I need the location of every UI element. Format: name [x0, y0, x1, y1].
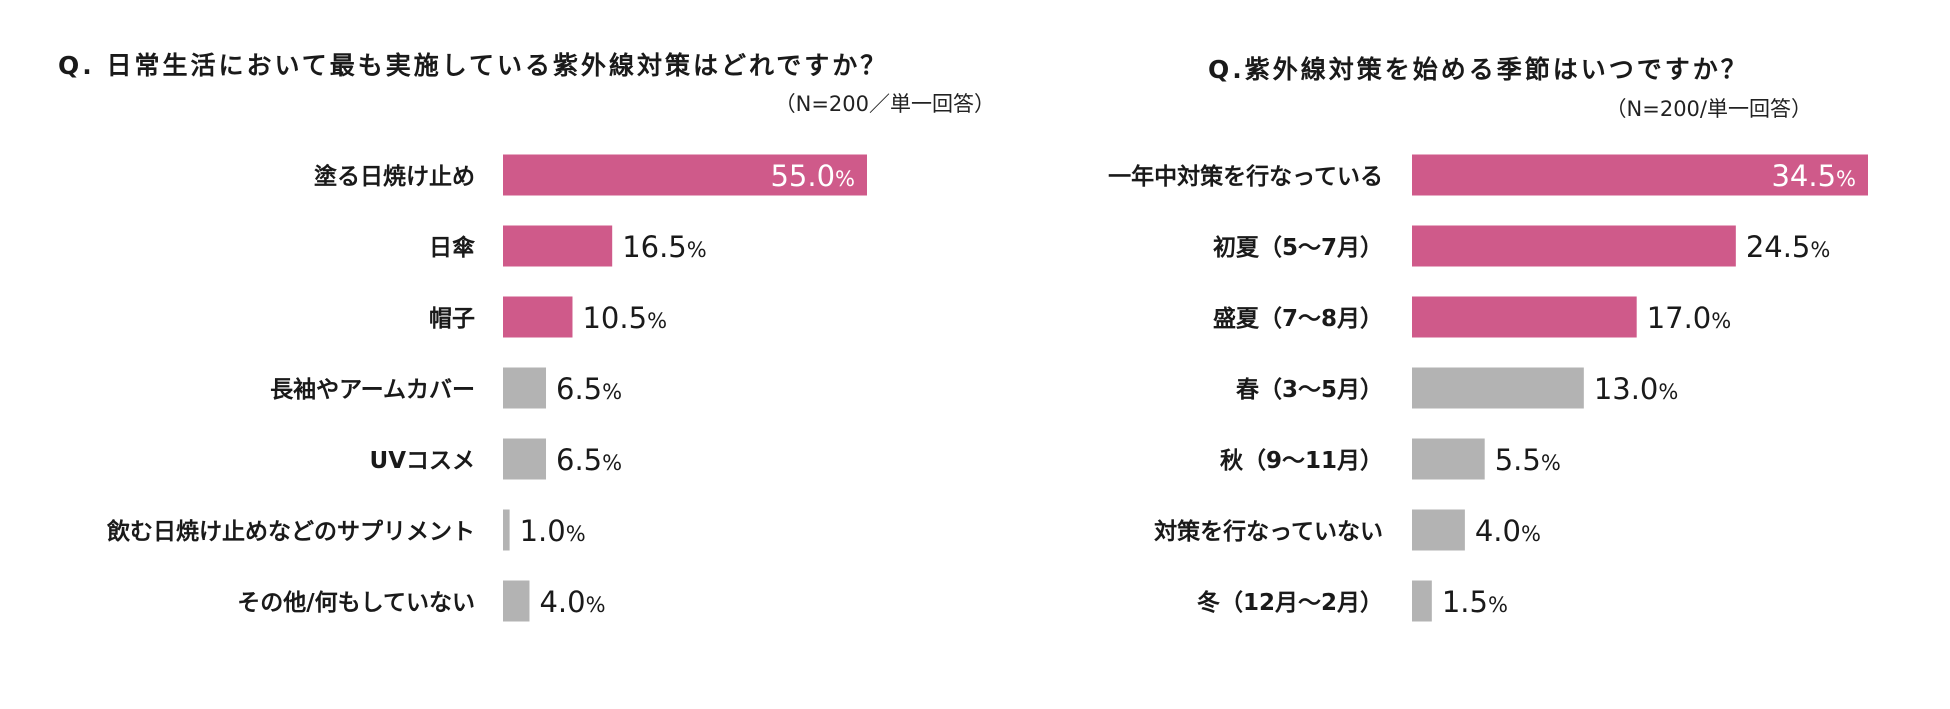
bar [1412, 225, 1736, 267]
data-label-unit: % [566, 522, 586, 546]
data-label-value: 13.0 [1594, 372, 1659, 406]
bar [503, 438, 547, 480]
category-label: 塗る日焼け止め [314, 163, 475, 190]
chart-title: Q.紫外線対策を始める季節はいつですか？ [1208, 55, 1749, 84]
bar [503, 580, 530, 622]
bar-chart-svg: 一年中対策を行なっている 34.5% 初夏（5～7月） 24.5% 盛夏（7～8月） 17… [1108, 154, 1868, 622]
data-label: 17.0% [1647, 301, 1732, 335]
category-label: 春（3～5月） [1235, 376, 1383, 403]
data-label: 4.0% [1475, 514, 1541, 548]
data-label-unit: % [586, 593, 606, 617]
data-label-value: 55.0 [770, 159, 835, 193]
data-label-value: 34.5 [1771, 159, 1836, 193]
bar [1412, 296, 1637, 338]
data-label-value: 6.5 [556, 443, 602, 477]
chart-uv-season: Q.紫外線対策を始める季節はいつですか？ （N=200/単一回答） 一年中対策を… [1010, 0, 1950, 709]
category-label: 一年中対策を行なっている [1108, 163, 1383, 190]
category-label: 長袖やアームカバー [270, 376, 475, 403]
bar [1412, 154, 1868, 196]
data-label-value: 4.0 [1475, 514, 1521, 548]
data-label: 6.5% [556, 372, 622, 406]
data-label: 24.5% [1746, 230, 1831, 264]
data-label-value: 24.5 [1746, 230, 1811, 264]
data-label: 10.5% [582, 301, 667, 335]
data-label: 16.5% [622, 230, 707, 264]
data-label-value: 10.5 [582, 301, 647, 335]
data-label: 4.0% [539, 585, 605, 619]
category-label: 対策を行なっていない [1154, 518, 1383, 545]
category-label: 初夏（5～7月） [1213, 234, 1383, 261]
category-label: 飲む日焼け止めなどのサプリメント [106, 518, 475, 545]
category-label: 日傘 [429, 235, 476, 261]
category-label: その他/何もしていない [237, 590, 475, 616]
bar [503, 154, 867, 196]
data-label-unit: % [647, 309, 667, 333]
data-label-value: 4.0 [539, 585, 585, 619]
chart-subtitle: （N=200／単一回答） [774, 92, 995, 116]
data-label: 1.5% [1442, 585, 1508, 619]
bar [503, 296, 573, 338]
data-label: 55.0% [770, 159, 855, 193]
data-label-unit: % [1836, 167, 1856, 191]
bar [1412, 438, 1485, 480]
category-label: UVコスメ [370, 448, 475, 474]
category-label: 盛夏（7～8月） [1213, 305, 1383, 332]
bar-chart-svg: 塗る日焼け止め 55.0% 日傘 16.5% 帽子 10.5% 長袖やアームカバー 6.5% U… [106, 154, 867, 622]
data-label-unit: % [1711, 309, 1731, 333]
data-label-unit: % [835, 167, 855, 191]
bar [503, 225, 613, 267]
data-label-value: 1.0 [520, 514, 566, 548]
chart-subtitle: （N=200/単一回答） [1605, 97, 1812, 121]
data-label-unit: % [1658, 380, 1678, 404]
data-label-unit: % [1810, 238, 1830, 262]
data-label: 6.5% [556, 443, 622, 477]
bar [1412, 580, 1432, 622]
category-label: 冬（12月～2月） [1197, 589, 1383, 616]
data-label-unit: % [687, 238, 707, 262]
chart-uv-measures: Q. 日常生活において最も実施している紫外線対策はどれですか？ （N=200／単… [58, 51, 995, 622]
data-label-value: 1.5 [1442, 585, 1488, 619]
data-label-value: 5.5 [1495, 443, 1541, 477]
bar [1412, 509, 1465, 551]
data-label-unit: % [1541, 451, 1561, 475]
category-label: 秋（9～11月） [1220, 447, 1383, 474]
category-label: 帽子 [429, 306, 475, 332]
data-label: 34.5% [1771, 159, 1856, 193]
bar [503, 509, 510, 551]
data-label: 1.0% [520, 514, 586, 548]
bar [1412, 367, 1584, 409]
chart-title: Q. 日常生活において最も実施している紫外線対策はどれですか？ [58, 51, 889, 80]
data-label-value: 16.5 [622, 230, 687, 264]
data-label-unit: % [602, 451, 622, 475]
data-label-unit: % [1488, 593, 1508, 617]
bar [503, 367, 547, 409]
data-label-value: 6.5 [556, 372, 602, 406]
data-label: 13.0% [1594, 372, 1679, 406]
data-label-unit: % [602, 380, 622, 404]
data-label-value: 17.0 [1647, 301, 1712, 335]
data-label-unit: % [1521, 522, 1541, 546]
data-label: 5.5% [1495, 443, 1561, 477]
